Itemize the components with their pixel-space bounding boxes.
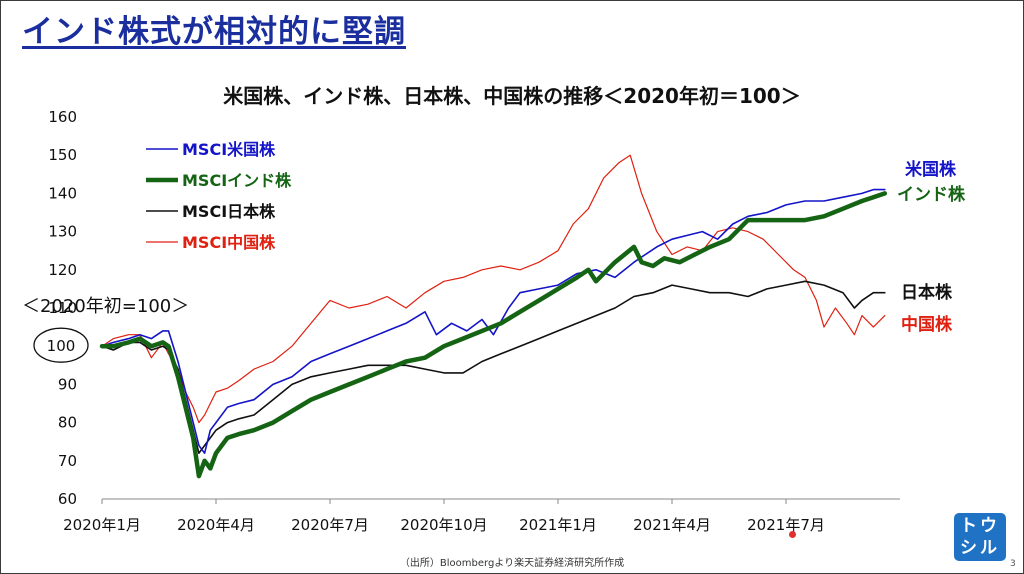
series-line-us <box>101 188 886 454</box>
logo-line-1: トウ <box>960 516 1000 536</box>
chart-title: 米国株、インド株、日本株、中国株の推移＜2020年初＝100＞ <box>223 84 801 108</box>
source-note: （出所）Bloombergより楽天証券経済研究所作成 <box>399 558 625 569</box>
y-tick-label: 130 <box>48 223 77 241</box>
series-line-china <box>101 154 886 424</box>
brand-logo[interactable]: トウ シル <box>954 513 1006 561</box>
x-tick-label: 2021年4月 <box>633 516 711 534</box>
chart-series-lines <box>99 154 888 479</box>
end-label-china: 中国株 <box>901 314 953 335</box>
chart-axes: 60 70 80 90 110 120 130 140 150 160 100 2020年1月 2020… <box>33 108 900 534</box>
slide-title: インド株式が相対的に堅調 <box>22 14 406 50</box>
y-tick-label: 160 <box>48 108 77 126</box>
end-label-japan: 日本株 <box>901 282 953 303</box>
pointer-dot <box>789 531 796 538</box>
y-tick-label: 70 <box>58 452 77 470</box>
legend-label-japan: MSCI日本株 <box>182 202 276 221</box>
baseline-circle <box>33 327 89 363</box>
legend-label-us: MSCI米国株 <box>182 140 276 159</box>
y-tick-label: 150 <box>48 146 77 164</box>
series-line-japan <box>101 280 886 454</box>
x-tick-label: 2021年7月 <box>747 516 825 534</box>
y-tick-label: 110 <box>48 299 77 317</box>
y-tick-label: 120 <box>48 261 77 279</box>
legend-label-india: MSCIインド株 <box>182 171 292 190</box>
chart-legend: MSCI米国株 MSCIインド株 MSCI日本株 MSCI中国株 <box>146 140 292 252</box>
x-tick-label: 2020年7月 <box>291 516 369 534</box>
x-tick-label: 2021年1月 <box>519 516 597 534</box>
y-tick-label: 80 <box>58 414 77 432</box>
logo-line-2: シル <box>960 538 1000 558</box>
series-line-india <box>99 191 888 479</box>
y-tick-label: 140 <box>48 184 77 202</box>
x-tick-label: 2020年10月 <box>400 516 487 534</box>
x-tick-label: 2020年4月 <box>177 516 255 534</box>
y-tick-label: 60 <box>58 490 77 508</box>
legend-label-china: MSCI中国株 <box>182 233 276 252</box>
y-axis-note: ＜2020年初=100＞ <box>22 296 190 317</box>
page-number: 3 <box>1010 559 1016 569</box>
end-label-us: 米国株 <box>905 159 957 180</box>
x-tick-label: 2020年1月 <box>63 516 141 534</box>
end-label-india: インド株 <box>897 184 966 205</box>
y-tick-label: 90 <box>58 375 77 393</box>
y-tick-label-baseline: 100 <box>47 337 76 355</box>
